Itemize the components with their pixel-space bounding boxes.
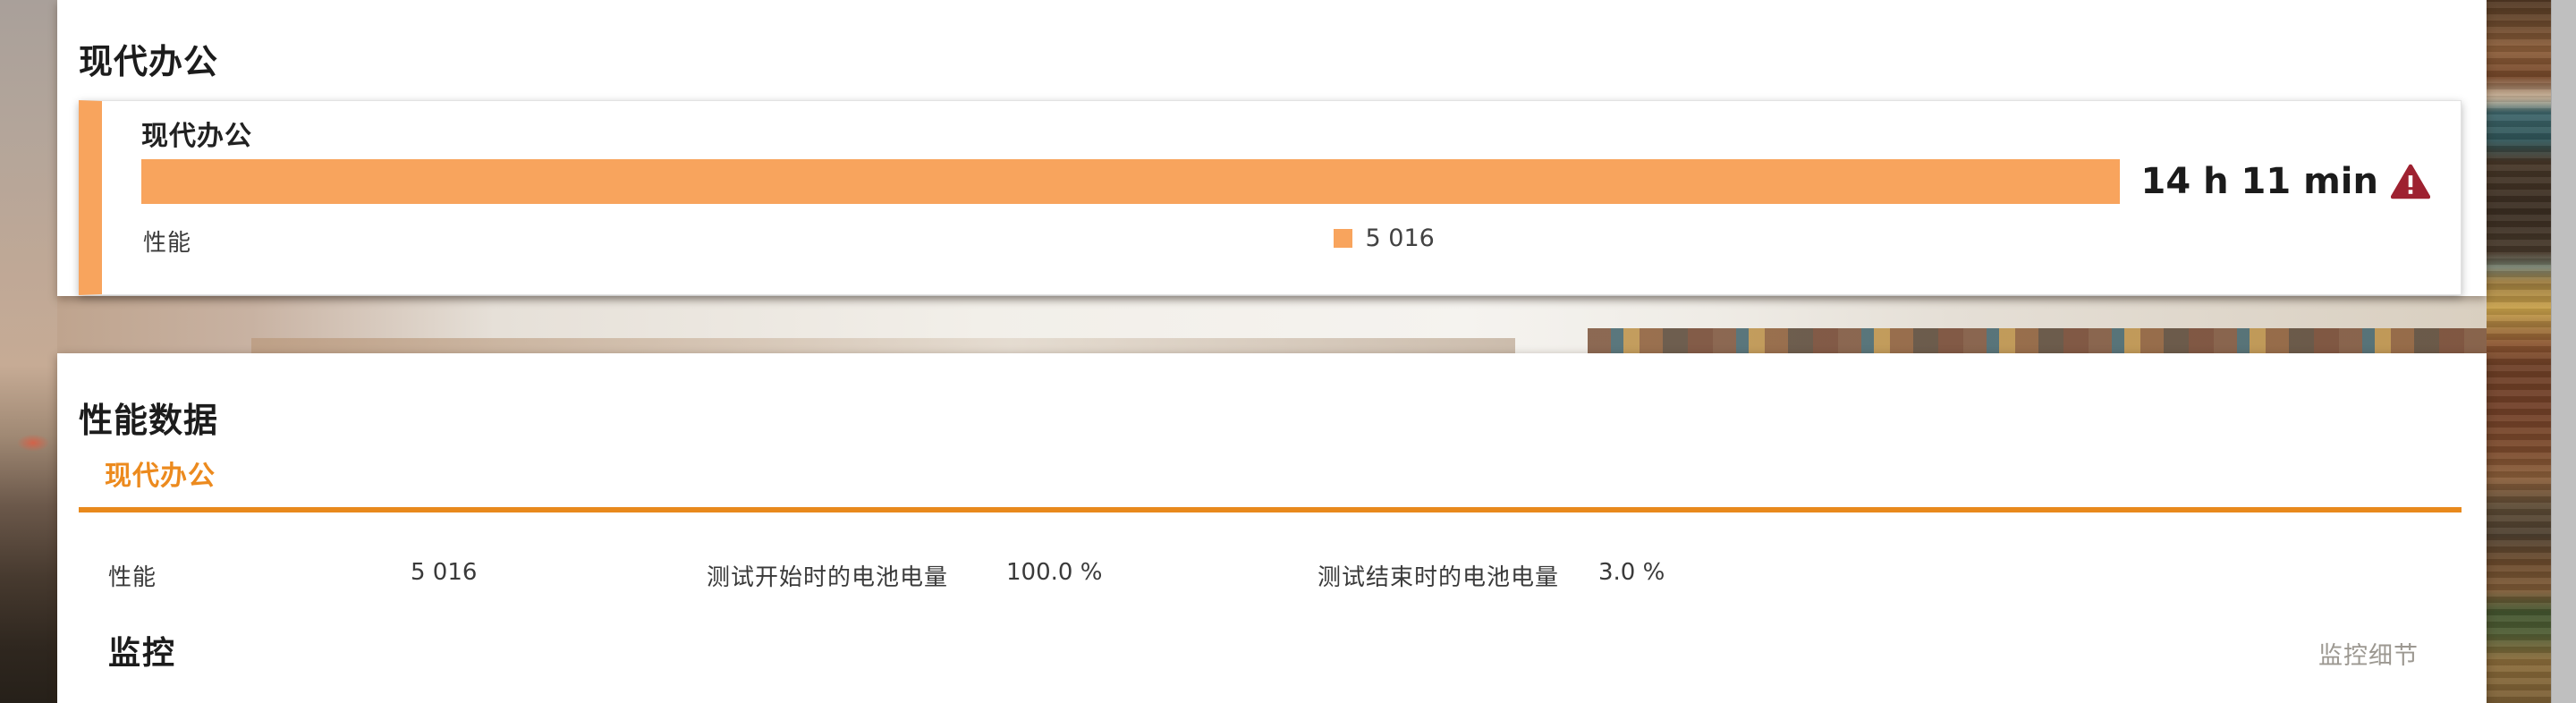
background-photo-right — [2487, 0, 2551, 703]
performance-axis-label: 性能 — [143, 230, 192, 256]
battery-life-bar — [141, 159, 2120, 204]
performance-legend: 5 016 — [1333, 224, 1435, 252]
stat-label-performance: 性能 — [108, 564, 157, 590]
stat-label-battery-start: 测试开始时的电池电量 — [707, 564, 949, 590]
background-photo-gap — [57, 296, 2487, 353]
performance-data-title: 性能数据 — [79, 402, 219, 440]
modern-office-section: 现代办公 现代办公 14 h 11 min 性能 5 01 — [57, 0, 2487, 296]
tab-underline — [79, 507, 2462, 512]
page-title: 现代办公 — [79, 44, 219, 81]
background-photo-left — [0, 0, 57, 703]
tab-bar: 现代办公 — [79, 453, 242, 493]
monitoring-details-link[interactable]: 监控细节 — [2318, 642, 2419, 669]
performance-data-section: 性能数据 现代办公 性能 5 016 测试开始时的电池电量 100.0 % 测试… — [57, 353, 2487, 703]
card-title: 现代办公 — [141, 122, 252, 151]
monitoring-title: 监控 — [108, 635, 177, 671]
tab-modern-office[interactable]: 现代办公 — [79, 453, 242, 493]
stat-label-battery-end: 测试结束时的电池电量 — [1318, 564, 1560, 590]
scrollbar-track[interactable] — [2551, 0, 2576, 703]
battery-life-duration: 14 h 11 min — [2140, 161, 2378, 202]
monitoring-header-row: 监控 监控细节 — [57, 622, 2487, 675]
performance-score: 5 016 — [1365, 224, 1435, 252]
stat-value-battery-end: 3.0 % — [1598, 559, 1665, 586]
stats-row: 性能 5 016 测试开始时的电池电量 100.0 % 测试结束时的电池电量 3… — [57, 559, 2487, 597]
stat-value-battery-start: 100.0 % — [1006, 559, 1103, 586]
legend-swatch-icon — [1333, 229, 1352, 248]
warning-triangle-icon[interactable] — [2391, 164, 2430, 199]
battery-life-bar-row: 14 h 11 min — [141, 158, 2430, 205]
battery-life-value: 14 h 11 min — [2141, 161, 2430, 202]
modern-office-result-card: 现代办公 14 h 11 min 性能 5 016 — [79, 100, 2462, 295]
stat-value-performance: 5 016 — [411, 559, 478, 586]
legend-row: 性能 5 016 — [141, 223, 2421, 256]
